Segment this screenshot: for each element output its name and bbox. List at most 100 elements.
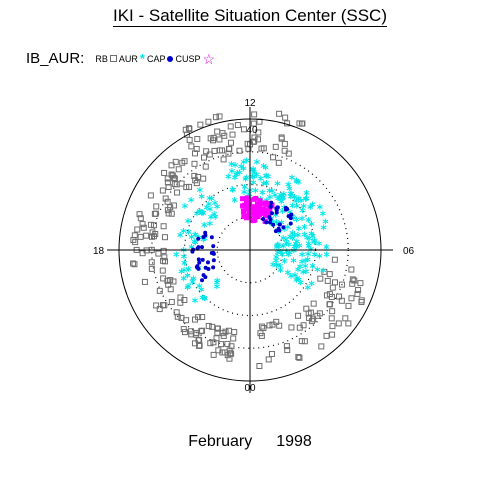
aur-point [349,276,356,283]
aur-point [147,192,154,199]
cap-point: * [285,222,292,236]
cap-point: * [309,200,316,214]
cap-point: * [200,208,207,222]
cap-point: * [190,274,197,288]
magenta-point [240,196,246,202]
cap-point: * [278,190,285,204]
magenta-point [257,211,263,217]
cusp-point [269,211,274,216]
cap-point: * [310,231,317,245]
cap-point: * [298,196,305,210]
magenta-point [263,200,269,206]
aur-point [183,317,190,324]
cap-point: * [196,206,203,220]
cusp-point [201,235,206,240]
cap-point: * [198,192,205,206]
cap-point: * [189,277,196,291]
cap-point: * [296,275,303,289]
aur-point [167,286,174,293]
cap-point: * [234,168,241,182]
cap-point: * [289,228,296,242]
cusp-point [271,222,276,227]
aur-point [275,159,282,166]
cap-point: * [188,232,195,246]
cap-point: * [201,293,208,307]
magenta-point [263,211,269,217]
cap-point: * [250,177,257,191]
cap-point: * [293,242,300,256]
aur-point [131,261,138,268]
cap-point: * [251,167,258,181]
aur-point [201,154,208,161]
cap-point: * [270,260,277,274]
cusp-point [286,214,291,219]
cap-point: * [259,187,266,201]
aur-point [168,298,175,305]
magenta-point [267,206,273,212]
cap-point: * [279,206,286,220]
cusp-point [190,249,195,254]
magenta-point [243,206,249,212]
aur-point [182,126,189,133]
cap-point: * [304,233,311,247]
aur-point [174,189,181,196]
aur-point [187,328,194,335]
magenta-point [243,213,249,219]
legend-star-icon: ☆ [202,50,216,67]
cap-point: * [295,177,302,191]
mlt-label-bottom: 00 [244,383,256,394]
cap-point: * [308,244,315,258]
cap-point: * [289,200,296,214]
cap-point: * [289,233,296,247]
aur-point [150,222,157,229]
aur-point [258,332,265,339]
cap-point: * [199,208,206,222]
cap-point: * [301,222,308,236]
aur-point [155,250,162,257]
chart-title-text: IKI - Satellite Situation Center (SSC) [112,6,387,27]
aur-point [216,136,223,143]
cusp-point [200,278,205,283]
cap-point: * [323,242,330,256]
cap-point: * [308,219,315,233]
legend-label-rb: RB [95,53,108,64]
aur-point [268,350,275,357]
aur-point [149,229,156,236]
cap-point: * [258,173,265,187]
aur-point [240,126,247,133]
cap-point: * [280,233,287,247]
aur-point [181,329,188,336]
aur-point [221,132,228,139]
aur-point [165,210,172,217]
cap-point: * [199,292,206,306]
cap-point: * [288,189,295,203]
cap-point: * [305,282,312,296]
aur-point [192,150,199,157]
cap-point: * [274,240,281,254]
aur-point [156,306,163,313]
aur-point [317,275,324,282]
aur-point [161,234,168,241]
cap-point: * [296,224,303,238]
cusp-point [196,257,201,262]
cap-point: * [303,188,310,202]
aur-point [180,326,187,333]
cap-point: * [229,166,236,180]
magenta-point [251,209,257,215]
magenta-point [254,208,260,214]
cap-point: * [297,261,304,275]
aur-point [164,179,171,186]
cusp-point [211,265,216,270]
magenta-point [256,202,262,208]
aur-point [357,280,364,287]
cusp-point [277,222,282,227]
cap-point: * [303,267,310,281]
aur-point [191,160,198,167]
aur-point [134,226,141,233]
legend-label-cap: CAP [146,53,166,64]
cusp-point [197,260,202,265]
aur-point [215,347,222,354]
cap-point: * [286,183,293,197]
aur-point [186,183,193,190]
magenta-point [257,198,263,204]
